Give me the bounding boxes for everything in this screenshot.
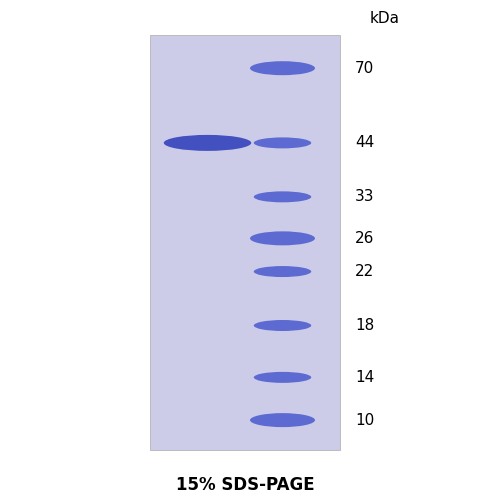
Ellipse shape xyxy=(254,372,311,383)
Ellipse shape xyxy=(254,320,311,331)
Ellipse shape xyxy=(250,232,315,245)
Text: 18: 18 xyxy=(355,318,374,333)
FancyBboxPatch shape xyxy=(150,35,340,450)
Text: 44: 44 xyxy=(355,136,374,150)
Ellipse shape xyxy=(254,138,311,148)
Text: kDa: kDa xyxy=(370,11,400,26)
Text: 26: 26 xyxy=(355,231,374,246)
Ellipse shape xyxy=(254,192,311,202)
Text: 14: 14 xyxy=(355,370,374,385)
Ellipse shape xyxy=(250,413,315,427)
Text: 22: 22 xyxy=(355,264,374,279)
Text: 10: 10 xyxy=(355,412,374,428)
Text: 33: 33 xyxy=(355,190,374,204)
Ellipse shape xyxy=(250,61,315,75)
Text: 15% SDS-PAGE: 15% SDS-PAGE xyxy=(176,476,314,494)
Text: 70: 70 xyxy=(355,60,374,76)
Ellipse shape xyxy=(254,266,311,277)
Ellipse shape xyxy=(164,135,252,151)
